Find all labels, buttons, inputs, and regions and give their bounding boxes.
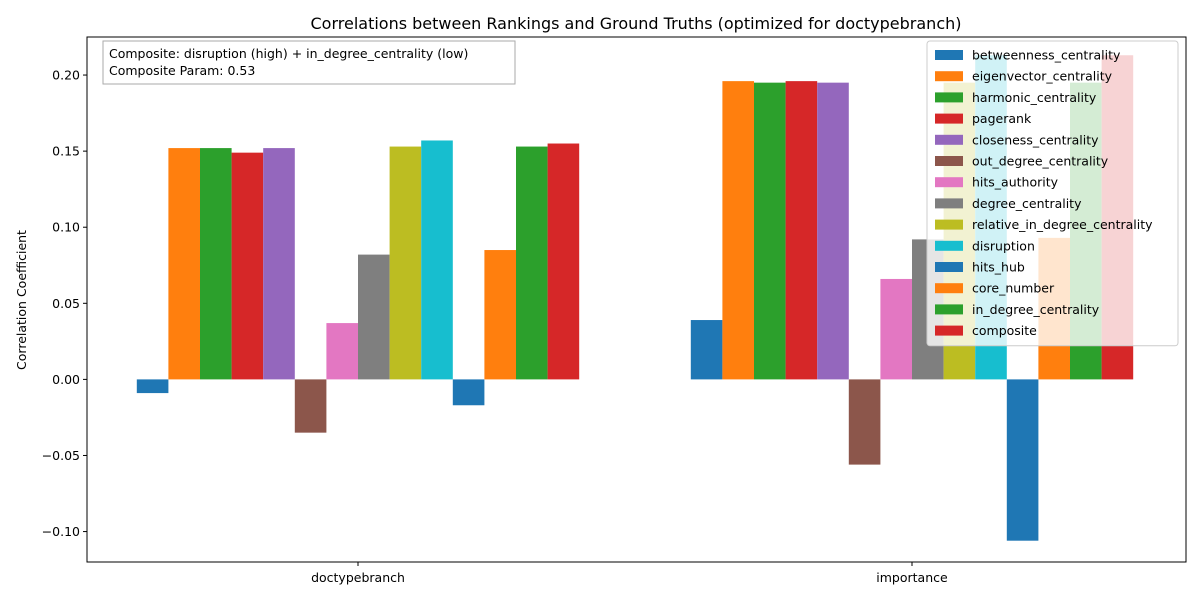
legend-swatch	[935, 113, 963, 124]
legend-entry-harmonic-centrality: harmonic_centrality	[972, 90, 1097, 105]
legend-swatch	[935, 283, 963, 294]
bar-pagerank-doctypebranch	[231, 152, 264, 380]
legend-swatch	[935, 177, 963, 188]
legend-entry-out-degree-centrality: out_degree_centrality	[972, 154, 1109, 169]
y-tick-label: 0.10	[52, 220, 80, 235]
legend-entry-core-number: core_number	[972, 281, 1055, 296]
legend-swatch	[935, 156, 963, 166]
bar-core-number-doctypebranch	[484, 250, 516, 380]
bar-pagerank-importance	[785, 81, 818, 380]
legend-entry-pagerank: pagerank	[972, 111, 1032, 126]
legend-swatch	[935, 219, 963, 230]
bar-harmonic-centrality-importance	[754, 82, 786, 380]
legend-entry-hits-authority: hits_authority	[972, 175, 1059, 190]
legend-swatch	[935, 198, 963, 209]
y-tick-label: 0.05	[52, 296, 80, 311]
x-tick-label: doctypebranch	[311, 570, 405, 585]
bar-hits-authority-doctypebranch	[326, 323, 358, 380]
chart-title: Correlations between Rankings and Ground…	[310, 14, 961, 33]
legend-entry-hits-hub: hits_hub	[972, 260, 1025, 275]
composite-annotation: Composite: disruption (high) + in_degree…	[102, 40, 516, 85]
legend-swatch	[935, 92, 963, 103]
y-tick-label: 0.00	[52, 372, 80, 387]
bar-closeness-centrality-importance	[817, 82, 849, 380]
y-tick-label: 0.20	[52, 68, 80, 83]
legend-entry-degree-centrality: degree_centrality	[972, 196, 1082, 211]
bar-out-degree-centrality-doctypebranch	[294, 379, 327, 433]
bar-hits-hub-importance	[1006, 379, 1039, 541]
bar-in-degree-centrality-doctypebranch	[516, 146, 548, 380]
legend-entry-closeness-centrality: closeness_centrality	[972, 132, 1099, 147]
legend-swatch	[935, 304, 963, 315]
legend-entry-relative-in-degree-centrality: relative_in_degree_centrality	[972, 217, 1153, 232]
annotation-box	[102, 40, 516, 85]
plot-frame	[86, 36, 1187, 563]
bar-out-degree-centrality-importance	[848, 379, 881, 465]
annotation-line-2: Composite Param: 0.53	[109, 63, 255, 78]
bar-hits-authority-importance	[880, 278, 912, 380]
bar-degree-centrality-doctypebranch	[358, 254, 390, 380]
legend-swatch	[935, 240, 963, 251]
y-tick-label: −0.05	[42, 448, 80, 463]
legend-swatch	[935, 134, 963, 145]
legend-entry-eigenvector-centrality: eigenvector_centrality	[972, 69, 1113, 84]
y-axis-label: Correlation Coefficient	[14, 230, 29, 370]
y-tick-label: 0.15	[52, 144, 80, 159]
bar-disruption-doctypebranch	[421, 140, 453, 380]
bar-hits-hub-doctypebranch	[452, 379, 485, 406]
bar-eigenvector-centrality-doctypebranch	[168, 148, 200, 380]
x-axis-ticks: doctypebranch importance	[311, 562, 948, 585]
legend-swatch	[935, 50, 963, 60]
annotation-line-1: Composite: disruption (high) + in_degree…	[109, 46, 468, 61]
legend-swatch	[935, 71, 963, 82]
legend-entry-composite: composite	[972, 323, 1037, 338]
legend-entry-betweenness-centrality: betweenness_centrality	[972, 48, 1121, 63]
x-tick-label: importance	[876, 570, 948, 585]
legend: betweenness_centrality eigenvector_centra…	[926, 40, 1179, 347]
legend-box	[926, 40, 1179, 347]
legend-entry-in-degree-centrality: in_degree_centrality	[972, 302, 1100, 317]
y-axis-ticks: −0.10 −0.05 0.00 0.05 0.10 0.15 0.20	[42, 68, 87, 539]
bar-harmonic-centrality-doctypebranch	[200, 148, 232, 380]
legend-swatch	[935, 262, 963, 272]
bar-relative-in-degree-centrality-doctypebranch	[389, 146, 422, 380]
bar-composite-doctypebranch	[547, 143, 580, 380]
bar-eigenvector-centrality-importance	[722, 81, 754, 380]
bar-betweenness-centrality-doctypebranch	[136, 379, 169, 394]
y-tick-label: −0.10	[42, 524, 80, 539]
legend-swatch	[935, 325, 963, 336]
legend-entry-disruption: disruption	[972, 238, 1035, 253]
bar-closeness-centrality-doctypebranch	[263, 148, 295, 380]
bar-betweenness-centrality-importance	[690, 320, 723, 380]
